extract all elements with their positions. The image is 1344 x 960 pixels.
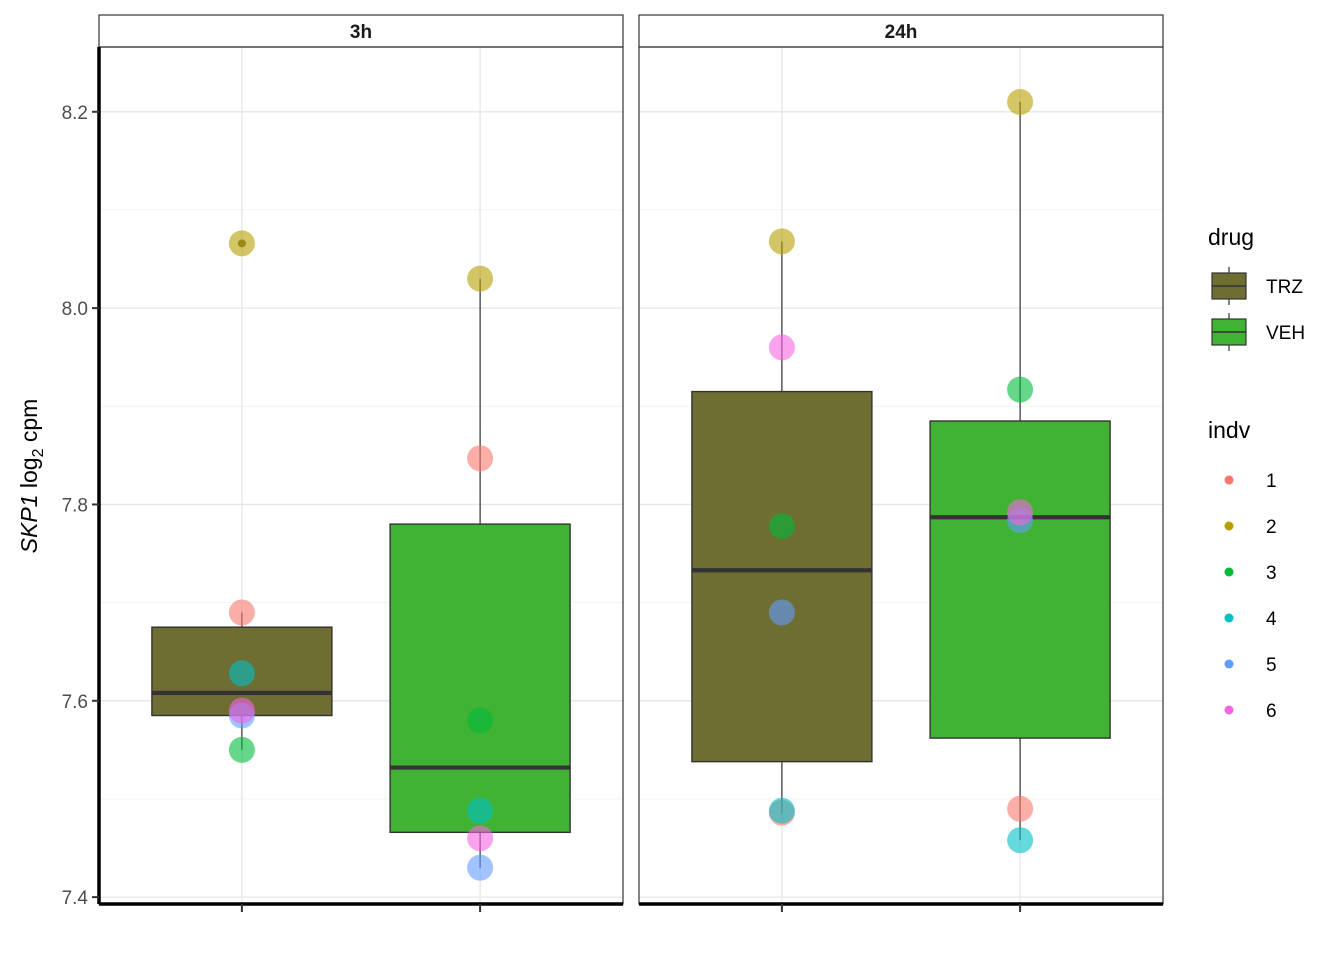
- strip-box: [638, 14, 1164, 48]
- legend-label: 3: [1266, 563, 1277, 584]
- point-indv-1: [228, 599, 255, 626]
- legend-layer: drug TRZ VEH indv 1 2 3 4 5 6: [1208, 224, 1305, 722]
- y-axis-title: SKP1 log2 cpm: [16, 399, 47, 554]
- y-axis-gene: SKP1: [16, 488, 42, 553]
- legend-label: 1: [1266, 471, 1277, 492]
- panels-layer: 3h 24h: [98, 14, 1164, 905]
- point-indv-2: [1007, 88, 1034, 115]
- y-tick-label: 7.8: [62, 495, 88, 516]
- legend-dot-1: [1224, 475, 1234, 485]
- point-indv-4: [228, 660, 255, 687]
- box-VEH: [389, 278, 571, 868]
- legend-drug: drug TRZ VEH: [1208, 224, 1305, 351]
- strip-box: [98, 14, 624, 48]
- strip-label: 3h: [350, 22, 372, 43]
- legend-dot-2: [1224, 521, 1234, 531]
- legend-dot-6: [1224, 705, 1234, 715]
- point-indv-4: [467, 797, 494, 824]
- point-indv-6: [228, 697, 255, 724]
- point-indv-1: [1007, 795, 1034, 822]
- point-indv-6: [1007, 499, 1034, 526]
- point-indv-6: [768, 334, 795, 361]
- y-tick-label: 8.0: [62, 299, 88, 320]
- legend-label: 5: [1266, 655, 1277, 676]
- y-axis-log: log: [16, 457, 42, 488]
- y-tick-label: 7.4: [62, 888, 89, 909]
- point-indv-5: [467, 854, 494, 881]
- legend-label: TRZ: [1266, 277, 1303, 298]
- point-indv-4: [1007, 827, 1034, 854]
- box-body: [691, 390, 873, 763]
- point-indv-2: [228, 230, 255, 257]
- legend-dot-5: [1224, 659, 1234, 669]
- y-axis-unit: cpm: [16, 399, 42, 449]
- legend-dot-3: [1224, 567, 1234, 577]
- y-axis-subscript: 2: [30, 448, 47, 457]
- point-indv-2: [768, 228, 795, 255]
- legend-label: 2: [1266, 517, 1277, 538]
- point-indv-5: [768, 599, 795, 626]
- legend-label: 4: [1266, 609, 1277, 630]
- legend-label: 6: [1266, 701, 1277, 722]
- point-indv-3: [228, 736, 255, 763]
- legend-title: indv: [1208, 417, 1251, 443]
- panel-3h: 3h: [98, 14, 624, 905]
- legend-title: drug: [1208, 224, 1254, 250]
- axes-layer: 7.4 7.6 7.8 8.0 8.2 SKP1 log2 cpm: [16, 47, 1163, 912]
- box-TRZ: [691, 241, 873, 814]
- y-tick-label: 8.2: [62, 103, 88, 124]
- points: [768, 88, 1034, 854]
- legend-indv: indv 1 2 3 4 5 6: [1208, 417, 1277, 722]
- y-tick-label: 7.6: [62, 692, 88, 713]
- legend-dot-4: [1224, 613, 1234, 623]
- panel-24h: 24h: [638, 14, 1164, 905]
- box-body: [389, 523, 571, 834]
- point-indv-2: [467, 265, 494, 292]
- point-indv-3: [467, 707, 494, 734]
- point-indv-3: [1007, 376, 1034, 403]
- box-VEH: [929, 101, 1111, 841]
- point-indv-4: [768, 797, 795, 824]
- legend-label: VEH: [1266, 323, 1305, 344]
- box-body: [929, 420, 1111, 739]
- points: [228, 230, 494, 881]
- point-indv-1: [467, 445, 494, 472]
- strip-label: 24h: [885, 22, 918, 43]
- point-indv-6: [467, 825, 494, 852]
- point-indv-3: [768, 513, 795, 540]
